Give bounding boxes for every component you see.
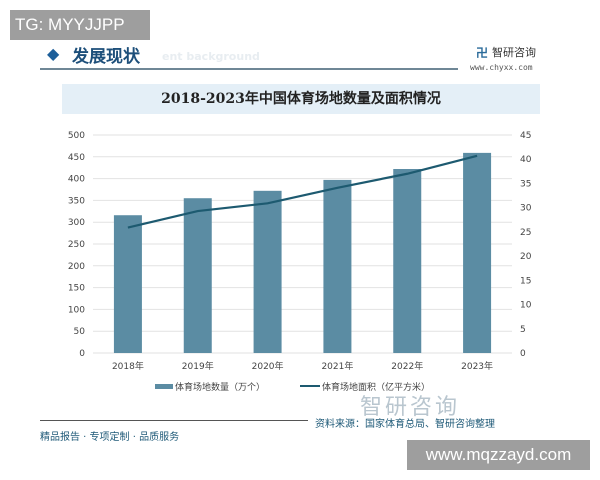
site-watermark: www.mqzzayd.com: [407, 440, 590, 470]
legend-bar-label: 体育场地数量（万个）: [175, 381, 265, 393]
bar-2018年: [113, 215, 142, 353]
legend-line-label: 体育场地面积（亿平方米）: [322, 381, 430, 393]
right-tick-label: 35: [520, 179, 531, 189]
right-tick-label: 5: [520, 325, 526, 335]
source-note: 资料来源：国家体育总局、智研咨询整理: [315, 419, 495, 430]
footer-slogan: 精品报告 · 专项定制 · 品质服务: [40, 432, 180, 443]
chart-svg: 0 50 100 150 200 250 300 350 400 450 500 0 5 10 15 20 25…: [68, 131, 532, 393]
x-tick-label: 2022年: [391, 360, 423, 372]
bar-2022年: [393, 169, 422, 353]
logo-icon: 卍: [476, 46, 489, 60]
left-tick-label: 300: [68, 218, 85, 228]
x-tick-label: 2023年: [461, 360, 493, 372]
bar-2020年: [253, 190, 282, 353]
right-tick-label: 20: [520, 252, 532, 262]
left-tick-label: 150: [68, 284, 85, 294]
left-tick-label: 0: [79, 349, 85, 359]
right-tick-label: 45: [520, 131, 531, 141]
bar-2021年: [323, 179, 352, 353]
bar-2023年: [463, 152, 492, 353]
tg-watermark: TG: MYYJJPP: [10, 10, 150, 40]
brand-watermark: 智研咨询: [360, 395, 461, 420]
legend-bar-swatch: [155, 384, 173, 389]
section-title: 发展现状: [72, 47, 140, 67]
x-tick-label: 2018年: [112, 360, 144, 372]
x-tick-label: 2020年: [252, 360, 284, 372]
left-tick-label: 200: [68, 262, 85, 272]
left-tick-label: 450: [68, 153, 85, 163]
left-tick-label: 250: [68, 240, 85, 250]
right-tick-label: 15: [520, 276, 531, 286]
right-tick-label: 0: [520, 349, 526, 359]
logo-name: 智研咨询: [492, 46, 536, 59]
logo-url: www.chyxx.com: [470, 63, 533, 72]
left-tick-label: 500: [68, 131, 85, 141]
left-tick-label: 350: [68, 196, 85, 206]
header-divider: [40, 68, 458, 70]
x-tick-label: 2021年: [321, 360, 353, 372]
left-tick-label: 100: [68, 305, 85, 315]
chart-title: 2018-2023年中国体育场地数量及面积情况: [161, 91, 441, 107]
right-tick-label: 40: [520, 155, 532, 165]
right-tick-label: 25: [520, 228, 531, 238]
x-tick-label: 2019年: [182, 360, 214, 372]
title-band: [62, 84, 540, 114]
section-subtitle: ent background: [162, 50, 260, 63]
footer-divider: [40, 420, 308, 421]
left-tick-label: 400: [68, 175, 85, 185]
left-tick-label: 50: [74, 327, 86, 337]
right-tick-label: 30: [520, 204, 532, 214]
bar-2019年: [183, 198, 212, 353]
right-tick-label: 10: [520, 301, 532, 311]
line-series: [127, 154, 478, 229]
